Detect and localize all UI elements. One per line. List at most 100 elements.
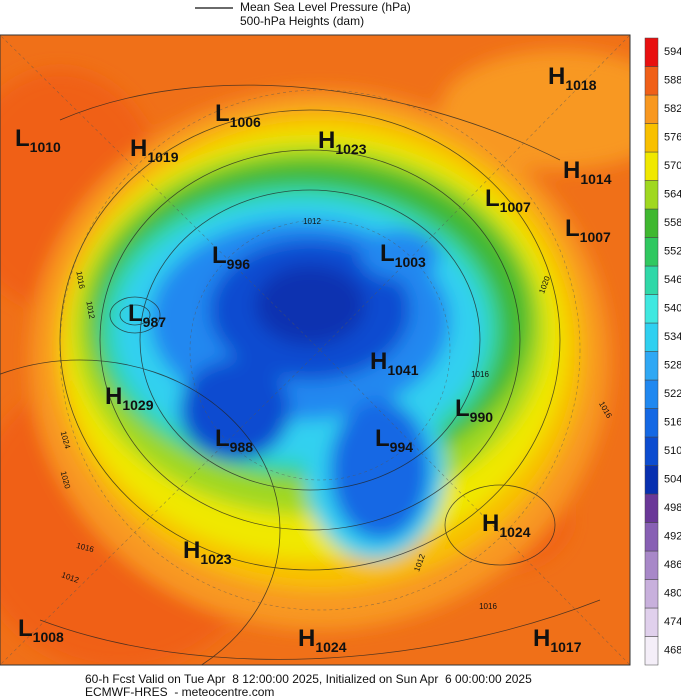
system-value: 994 (390, 439, 414, 455)
colorbar-cell (644, 550, 659, 580)
system-letter: L (212, 242, 227, 269)
colorbar-label: 540 (664, 303, 681, 315)
colorbar-cell (644, 579, 659, 609)
colorbar-label: 588 (664, 75, 681, 87)
pressure-system: L996 (212, 242, 250, 271)
colorbar-label: 552 (664, 246, 681, 258)
pressure-system: H1023 (183, 537, 232, 566)
colorbar-label: 534 (664, 331, 681, 343)
colorbar-label: 480 (664, 588, 681, 600)
system-value: 1007 (580, 229, 611, 245)
system-letter: L (18, 615, 33, 642)
system-value: 1024 (499, 524, 530, 540)
colorbar-cell (644, 322, 659, 352)
system-letter: H (548, 63, 565, 90)
system-value: 1008 (33, 629, 64, 645)
system-letter: L (15, 125, 30, 152)
system-value: 996 (227, 256, 251, 272)
system-letter: L (455, 395, 470, 422)
colorbar-label: 474 (664, 616, 681, 628)
system-value: 988 (230, 439, 254, 455)
system-letter: H (130, 135, 147, 162)
colorbar-cell (644, 522, 659, 552)
colorbar-label: 528 (664, 360, 681, 372)
colorbar-label: 576 (664, 132, 681, 144)
colorbar-label: 594 (664, 46, 681, 58)
footer-text: 60-h Fcst Valid on Tue Apr 8 12:00:00 20… (85, 672, 532, 686)
pressure-system: L987 (128, 300, 166, 329)
pressure-system: L990 (455, 395, 493, 424)
system-value: 1007 (500, 199, 531, 215)
colorbar-cell (644, 351, 659, 381)
system-value: 1019 (147, 149, 178, 165)
system-letter: L (215, 425, 230, 452)
footer-text: ECMWF-HRES - meteocentre.com (85, 685, 274, 699)
colorbar-label: 546 (664, 274, 681, 286)
map-frame (0, 34, 631, 666)
pressure-system: H1024 (482, 510, 531, 539)
system-value: 1014 (580, 171, 611, 187)
contour-label: 1012 (303, 217, 321, 226)
pressure-system: L1007 (485, 185, 531, 214)
system-letter: L (565, 215, 580, 242)
pressure-system: H1019 (130, 135, 179, 164)
colorbar-cell (644, 66, 659, 96)
colorbar-cell (644, 151, 659, 181)
colorbar-cell (644, 180, 659, 210)
system-value: 1023 (335, 141, 366, 157)
system-letter: H (318, 127, 335, 154)
pressure-system: L994 (375, 425, 413, 454)
system-value: 1029 (122, 397, 153, 413)
colorbar-cell (644, 294, 659, 324)
system-letter: L (375, 425, 390, 452)
pressure-system: H1018 (548, 63, 597, 92)
legend-text: Mean Sea Level Pressure (hPa) (240, 0, 411, 14)
pressure-system: L1006 (215, 100, 261, 129)
colorbar-cell (644, 465, 659, 495)
contour-label: 1012 (84, 300, 96, 320)
map (0, 35, 630, 665)
system-letter: H (563, 157, 580, 184)
system-value: 1041 (387, 362, 418, 378)
system-value: 1003 (395, 254, 426, 270)
colorbar-label: 570 (664, 160, 681, 172)
pressure-system: H1023 (318, 127, 367, 156)
pressure-system: H1041 (370, 348, 419, 377)
pressure-system: H1014 (563, 157, 612, 186)
contour-label: 1016 (74, 270, 86, 290)
system-value: 1018 (565, 77, 596, 93)
system-value: 1023 (200, 551, 231, 567)
colorbar-cell (644, 265, 659, 295)
pressure-system: H1029 (105, 383, 154, 412)
system-value: 1010 (30, 139, 61, 155)
colorbar-cell (644, 208, 659, 238)
system-letter: H (533, 625, 550, 652)
colorbar-cell (644, 493, 659, 523)
pressure-system: H1017 (533, 625, 582, 654)
pressure-system: L1010 (15, 125, 61, 154)
colorbar-cell (644, 94, 659, 124)
system-letter: H (183, 537, 200, 564)
colorbar-cell (644, 636, 659, 666)
colorbar-label: 564 (664, 189, 681, 201)
system-letter: H (105, 383, 122, 410)
system-letter: L (485, 185, 500, 212)
pressure-system: L1003 (380, 240, 426, 269)
pressure-system: L1007 (565, 215, 611, 244)
colorbar-cell (644, 123, 659, 153)
system-value: 987 (143, 314, 167, 330)
colorbar-label: 486 (664, 559, 681, 571)
colorbar-label: 492 (664, 531, 681, 543)
colorbar-cell (644, 408, 659, 438)
colorbar-label: 504 (664, 474, 681, 486)
system-letter: H (370, 348, 387, 375)
contour-label: 1016 (479, 602, 497, 611)
system-letter: H (298, 625, 315, 652)
system-value: 990 (470, 409, 494, 425)
pressure-system: L1008 (18, 615, 64, 644)
colorbar-label: 558 (664, 217, 681, 229)
system-value: 1006 (230, 114, 261, 130)
colorbar-label: 498 (664, 502, 681, 514)
colorbar-label: 468 (664, 645, 681, 657)
